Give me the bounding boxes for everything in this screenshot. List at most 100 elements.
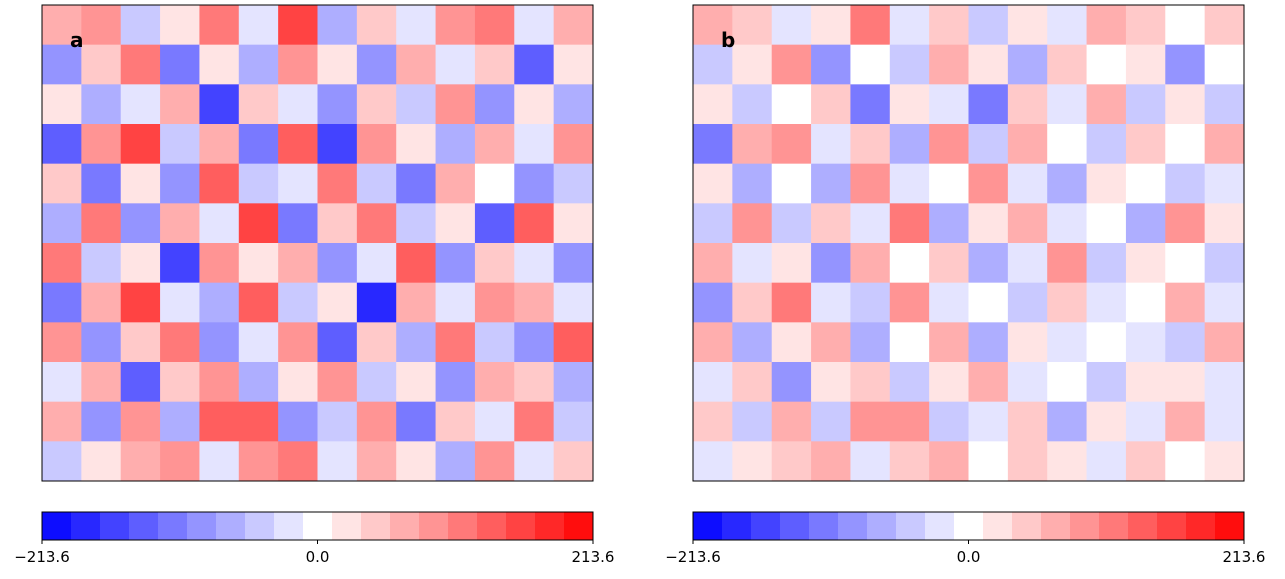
contour-cell (435, 441, 476, 482)
contour-cell (929, 243, 969, 284)
contour-cell (474, 44, 515, 85)
contour-cell (356, 243, 397, 284)
contour-cell (435, 5, 476, 46)
contour-cell (811, 124, 851, 165)
contour-cell (435, 124, 476, 165)
contour-cell (1086, 124, 1127, 165)
contour-cell (474, 5, 515, 46)
contour-cell (929, 203, 969, 244)
contour-cell (1086, 401, 1127, 442)
contour-cell (850, 124, 891, 165)
contour-cell (1007, 203, 1048, 244)
contour-cell (1086, 163, 1127, 204)
colorbar-segment (42, 512, 72, 540)
contour-cell (811, 84, 851, 125)
contour-cell (968, 203, 1009, 244)
contour-cell (811, 362, 851, 403)
contour-cell (1204, 243, 1245, 284)
contour-cell (693, 44, 733, 85)
contour-cell (435, 203, 476, 244)
contour-cell (1165, 124, 1206, 165)
contour-cell (396, 322, 437, 363)
contour-cell (356, 203, 397, 244)
contour-cell (160, 401, 200, 442)
contour-cell (1165, 5, 1206, 46)
contour-cell (1086, 362, 1127, 403)
contour-cell (1165, 84, 1206, 125)
contour-cell (553, 84, 594, 125)
contour-cell (160, 163, 200, 204)
contour-cell (811, 163, 851, 204)
contour-cell (1165, 243, 1206, 284)
contour-cell (850, 322, 891, 363)
colorbar-segment (187, 512, 217, 540)
contour-cell (1165, 44, 1206, 85)
contour-cell (42, 84, 82, 125)
contour-cell (120, 203, 161, 244)
contour-cell (396, 243, 437, 284)
contour-cell (1047, 243, 1088, 284)
contour-cell (474, 124, 515, 165)
contour-cell (553, 362, 594, 403)
contour-cell (435, 362, 476, 403)
contour-cell (356, 84, 397, 125)
contour-cell (238, 441, 279, 482)
contour-cell (1086, 243, 1127, 284)
contour-cell (811, 441, 851, 482)
contour-cell (120, 401, 161, 442)
contour-cell (1007, 44, 1048, 85)
colorbar-segment (71, 512, 101, 540)
contour-cell (435, 243, 476, 284)
contour-cell (356, 163, 397, 204)
contour-cell (1125, 401, 1166, 442)
contour-cell (771, 282, 812, 323)
contour-cell (1007, 441, 1048, 482)
contour-cell (199, 401, 240, 442)
contour-cell (317, 44, 358, 85)
contour-cell (278, 401, 318, 442)
contour-cell (238, 401, 279, 442)
contour-cell (732, 441, 773, 482)
contour-cell (356, 124, 397, 165)
contour-cell (278, 5, 318, 46)
contour-cell (238, 362, 279, 403)
contour-cell (811, 282, 851, 323)
contour-cell (1086, 441, 1127, 482)
contour-cell (889, 282, 930, 323)
contour-cell (396, 362, 437, 403)
contour-cell (1047, 163, 1088, 204)
contour-cell (120, 44, 161, 85)
contour-cell (929, 322, 969, 363)
contour-cell (850, 203, 891, 244)
contour-cell (120, 124, 161, 165)
contour-cell (278, 163, 318, 204)
colorbar-segment (477, 512, 507, 540)
panel-label: a (70, 28, 84, 52)
contour-cell (553, 44, 594, 85)
colorbar-segment (419, 512, 449, 540)
contour-cell (81, 84, 122, 125)
contour-cell (356, 401, 397, 442)
contour-cell (889, 124, 930, 165)
contour-cell (1125, 44, 1166, 85)
colorbar-segment (751, 512, 781, 540)
contour-cell (1204, 163, 1245, 204)
contour-cell (1086, 282, 1127, 323)
contour-cell (1204, 124, 1245, 165)
contour-cell (278, 441, 318, 482)
contour-cell (929, 401, 969, 442)
contour-cell (474, 243, 515, 284)
colorbar-segment (896, 512, 926, 540)
contour-cell (693, 322, 733, 363)
contour-cell (771, 401, 812, 442)
contour-cell (553, 441, 594, 482)
contour-cell (771, 5, 812, 46)
colorbar-tick-label: −213.6 (665, 548, 721, 566)
contour-cell (553, 401, 594, 442)
colorbar-segment (303, 512, 333, 540)
contour-cell (238, 124, 279, 165)
contour-cell (160, 322, 200, 363)
contour-cell (1204, 203, 1245, 244)
contour-cell (317, 322, 358, 363)
